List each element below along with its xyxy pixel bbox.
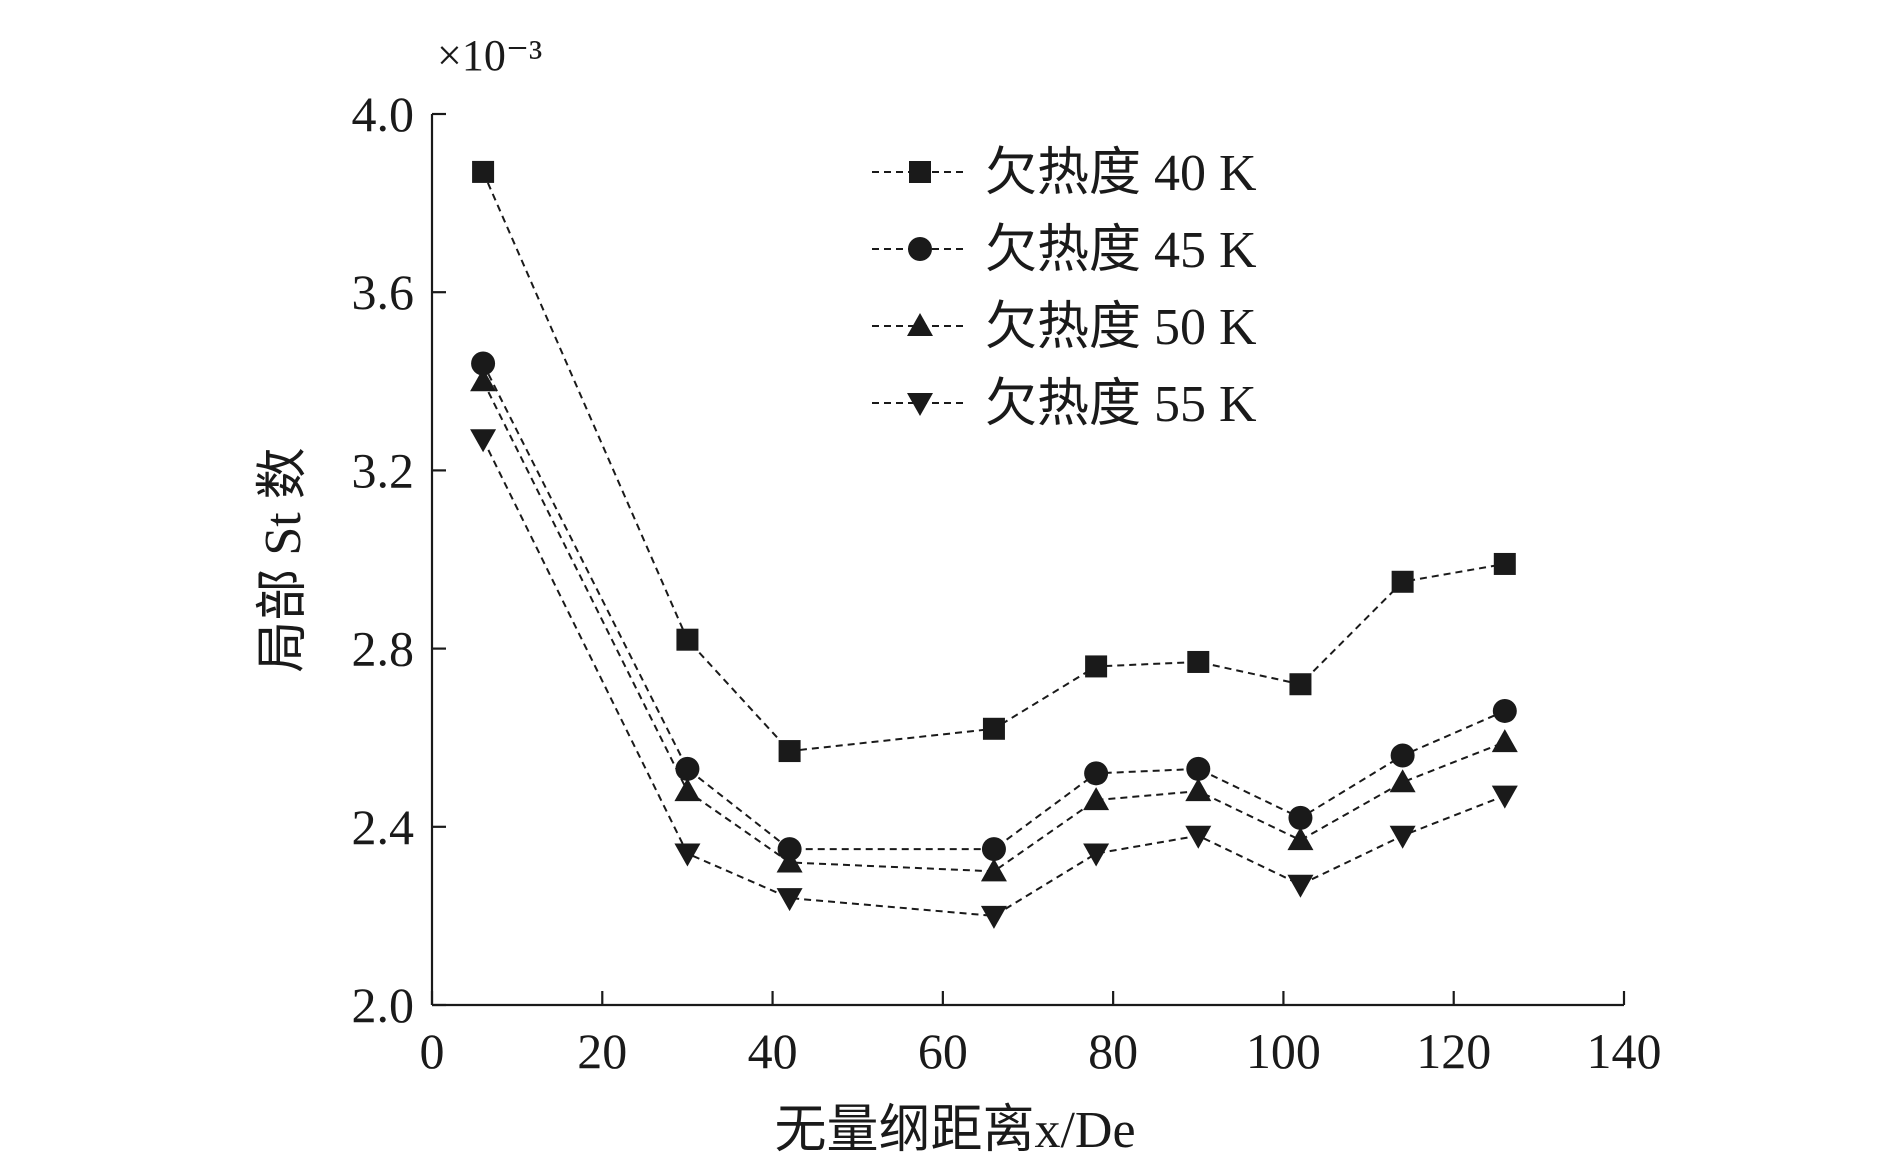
x-tick-label: 100 — [1246, 1023, 1321, 1079]
data-point — [1187, 650, 1210, 673]
legend-item: 欠热度 40 K — [872, 145, 1257, 202]
data-point — [776, 888, 803, 912]
x-tick-label: 40 — [748, 1023, 798, 1079]
data-point — [982, 717, 1005, 740]
legend-label: 欠热度 40 K — [985, 145, 1257, 202]
data-point — [470, 368, 497, 392]
y-tick-label: 4.0 — [352, 86, 415, 142]
series-4 — [470, 429, 1518, 929]
data-point — [674, 843, 701, 867]
axes — [430, 114, 1624, 1007]
legend-label: 欠热度 45 K — [985, 222, 1257, 279]
legend-marker — [908, 237, 932, 261]
data-point — [470, 429, 497, 453]
legend-marker — [907, 313, 933, 336]
data-point — [778, 740, 801, 763]
x-axis-label: 无量纲距离x/De — [774, 1102, 1135, 1159]
data-point — [1390, 743, 1415, 768]
data-point — [1389, 769, 1416, 793]
series-3 — [470, 368, 1518, 882]
legend-item: 欠热度 45 K — [872, 222, 1257, 279]
data-point — [981, 837, 1006, 862]
data-point — [1287, 874, 1314, 898]
series-line — [482, 363, 1506, 851]
data-point — [1185, 778, 1212, 802]
x-tick-label: 0 — [420, 1023, 445, 1079]
data-point — [676, 628, 699, 651]
data-point — [1084, 761, 1109, 786]
legend-item: 欠热度 55 K — [872, 376, 1257, 433]
data-point — [1288, 805, 1313, 830]
data-point — [1389, 825, 1416, 849]
y-tick-label: 3.6 — [352, 264, 415, 320]
series-1 — [472, 160, 1516, 763]
y-multiplier-label: ×10⁻³ — [437, 31, 542, 80]
legend: 欠热度 40 K 欠热度 45 K 欠热度 50 K 欠热度 55 K — [872, 145, 1257, 433]
series-2 — [471, 351, 1517, 862]
data-point — [472, 160, 495, 183]
y-tick-label: 2.8 — [352, 621, 415, 677]
data-point — [980, 858, 1007, 882]
y-tick-label: 2.4 — [352, 799, 415, 855]
data-point — [1493, 552, 1516, 575]
data-point — [471, 351, 496, 376]
data-point — [1287, 827, 1314, 851]
y-tick-label: 3.2 — [352, 442, 415, 498]
series-line — [482, 438, 1506, 917]
data-point — [1491, 785, 1518, 809]
x-tick-label: 20 — [577, 1023, 627, 1079]
series-line — [482, 380, 1506, 873]
data-point — [777, 837, 802, 862]
data-point — [1492, 698, 1517, 723]
y-tick-label: 2.0 — [352, 977, 415, 1033]
x-tick-label: 80 — [1088, 1023, 1138, 1079]
data-point — [1289, 673, 1312, 696]
data-point — [1085, 655, 1108, 678]
data-point — [1185, 825, 1212, 849]
data-point — [674, 778, 701, 802]
data-point — [980, 905, 1007, 929]
x-axis-label-text: 无量纲距离x/De — [774, 1102, 1135, 1159]
ticks: 0 20 40 60 80 100 120 140 2.0 2.4 2.8 3.2 3.6 4.0 — [352, 86, 1662, 1079]
x-tick-label: 140 — [1587, 1023, 1662, 1079]
series-layer — [470, 160, 1518, 929]
data-point — [675, 756, 700, 781]
data-point — [1491, 729, 1518, 753]
y-axis-label: 局部 St 数 — [255, 447, 312, 672]
legend-marker — [907, 393, 933, 416]
x-tick-label: 120 — [1416, 1023, 1491, 1079]
data-point — [1083, 843, 1110, 867]
data-point — [1083, 787, 1110, 811]
data-point — [1391, 570, 1414, 593]
legend-item: 欠热度 50 K — [872, 299, 1257, 356]
legend-label: 欠热度 50 K — [985, 299, 1257, 356]
data-point — [776, 849, 803, 873]
x-tick-label: 60 — [918, 1023, 968, 1079]
legend-marker — [909, 161, 931, 183]
legend-label: 欠热度 55 K — [985, 376, 1257, 433]
data-point — [1186, 756, 1211, 781]
